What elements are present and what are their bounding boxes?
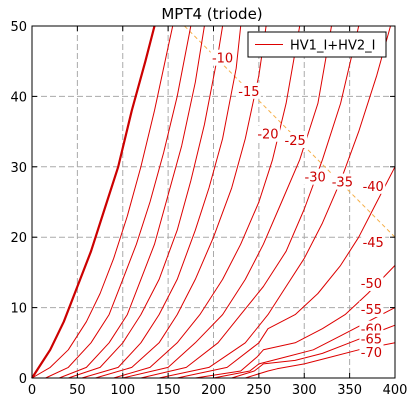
legend-label: HV1_I+HV2_I [290, 39, 375, 54]
curve-label-background [330, 173, 355, 190]
curve-grid-minus10 [59, 25, 205, 379]
curve-label: -55 [361, 303, 382, 318]
y-tick-label: 30 [10, 161, 27, 176]
y-tick-label: 50 [10, 20, 27, 35]
curve-label-background [361, 177, 386, 194]
curve [45, 25, 192, 379]
curve-grid-minus70 [245, 342, 396, 379]
curve-label-background [236, 82, 261, 99]
curve-grid-minus20 [81, 25, 242, 379]
curve-label-background [359, 330, 384, 347]
curve-label: -15 [238, 85, 259, 100]
curve-label: -40 [363, 180, 384, 195]
curve-label-background [283, 132, 308, 149]
curve-label-background [359, 301, 384, 318]
curve [31, 25, 174, 379]
curve-label: -20 [257, 128, 278, 143]
x-tick-label: 200 [201, 383, 226, 398]
curve-grid-minus55 [195, 265, 396, 379]
x-tick-label: 150 [156, 383, 181, 398]
x-tick-label: 50 [69, 383, 86, 398]
curve-label: -30 [305, 171, 326, 186]
curve-label-background [210, 49, 235, 66]
curve-grid-minus25 [95, 25, 267, 379]
y-tick-label: 0 [19, 372, 27, 387]
x-tick-label: 400 [383, 383, 408, 398]
legend: HV1_I+HV2_I [247, 31, 387, 58]
x-tick-label: 0 [28, 383, 36, 398]
curve-label: -50 [361, 277, 382, 292]
curve-label: -70 [361, 346, 382, 361]
x-tick-label: 100 [110, 383, 135, 398]
y-tick-label: 10 [10, 302, 27, 317]
curve-label: -65 [361, 333, 382, 348]
y-tick-label: 40 [10, 90, 27, 105]
curve-label-background [361, 234, 386, 251]
curve-grid-minus45 [158, 25, 391, 379]
curve-label-background [359, 343, 384, 360]
curve-label: -45 [363, 236, 384, 251]
curve-label: -25 [285, 134, 306, 149]
plot-area: -10-15-20 -25-30 -35 -40-45-50-55-60-65-700… [10, 20, 407, 398]
curve-grid-minus40 [140, 25, 360, 379]
x-tick-label: 300 [292, 383, 317, 398]
curve-label-background [359, 274, 384, 291]
x-tick-label: 250 [246, 383, 271, 398]
curve-label: -10 [212, 52, 233, 67]
curve-grid-minus50 [177, 166, 396, 379]
chart-title: MPT4 (triode) [161, 5, 262, 23]
curve-label-background [255, 125, 280, 142]
curve-label-background [303, 168, 328, 185]
x-tick-label: 350 [337, 383, 362, 398]
curve-grid-minus35 [122, 25, 332, 379]
curve [31, 25, 156, 379]
y-tick-label: 20 [10, 231, 27, 246]
curve-grid-minus15 [68, 25, 224, 379]
curve-label: -35 [332, 176, 353, 191]
